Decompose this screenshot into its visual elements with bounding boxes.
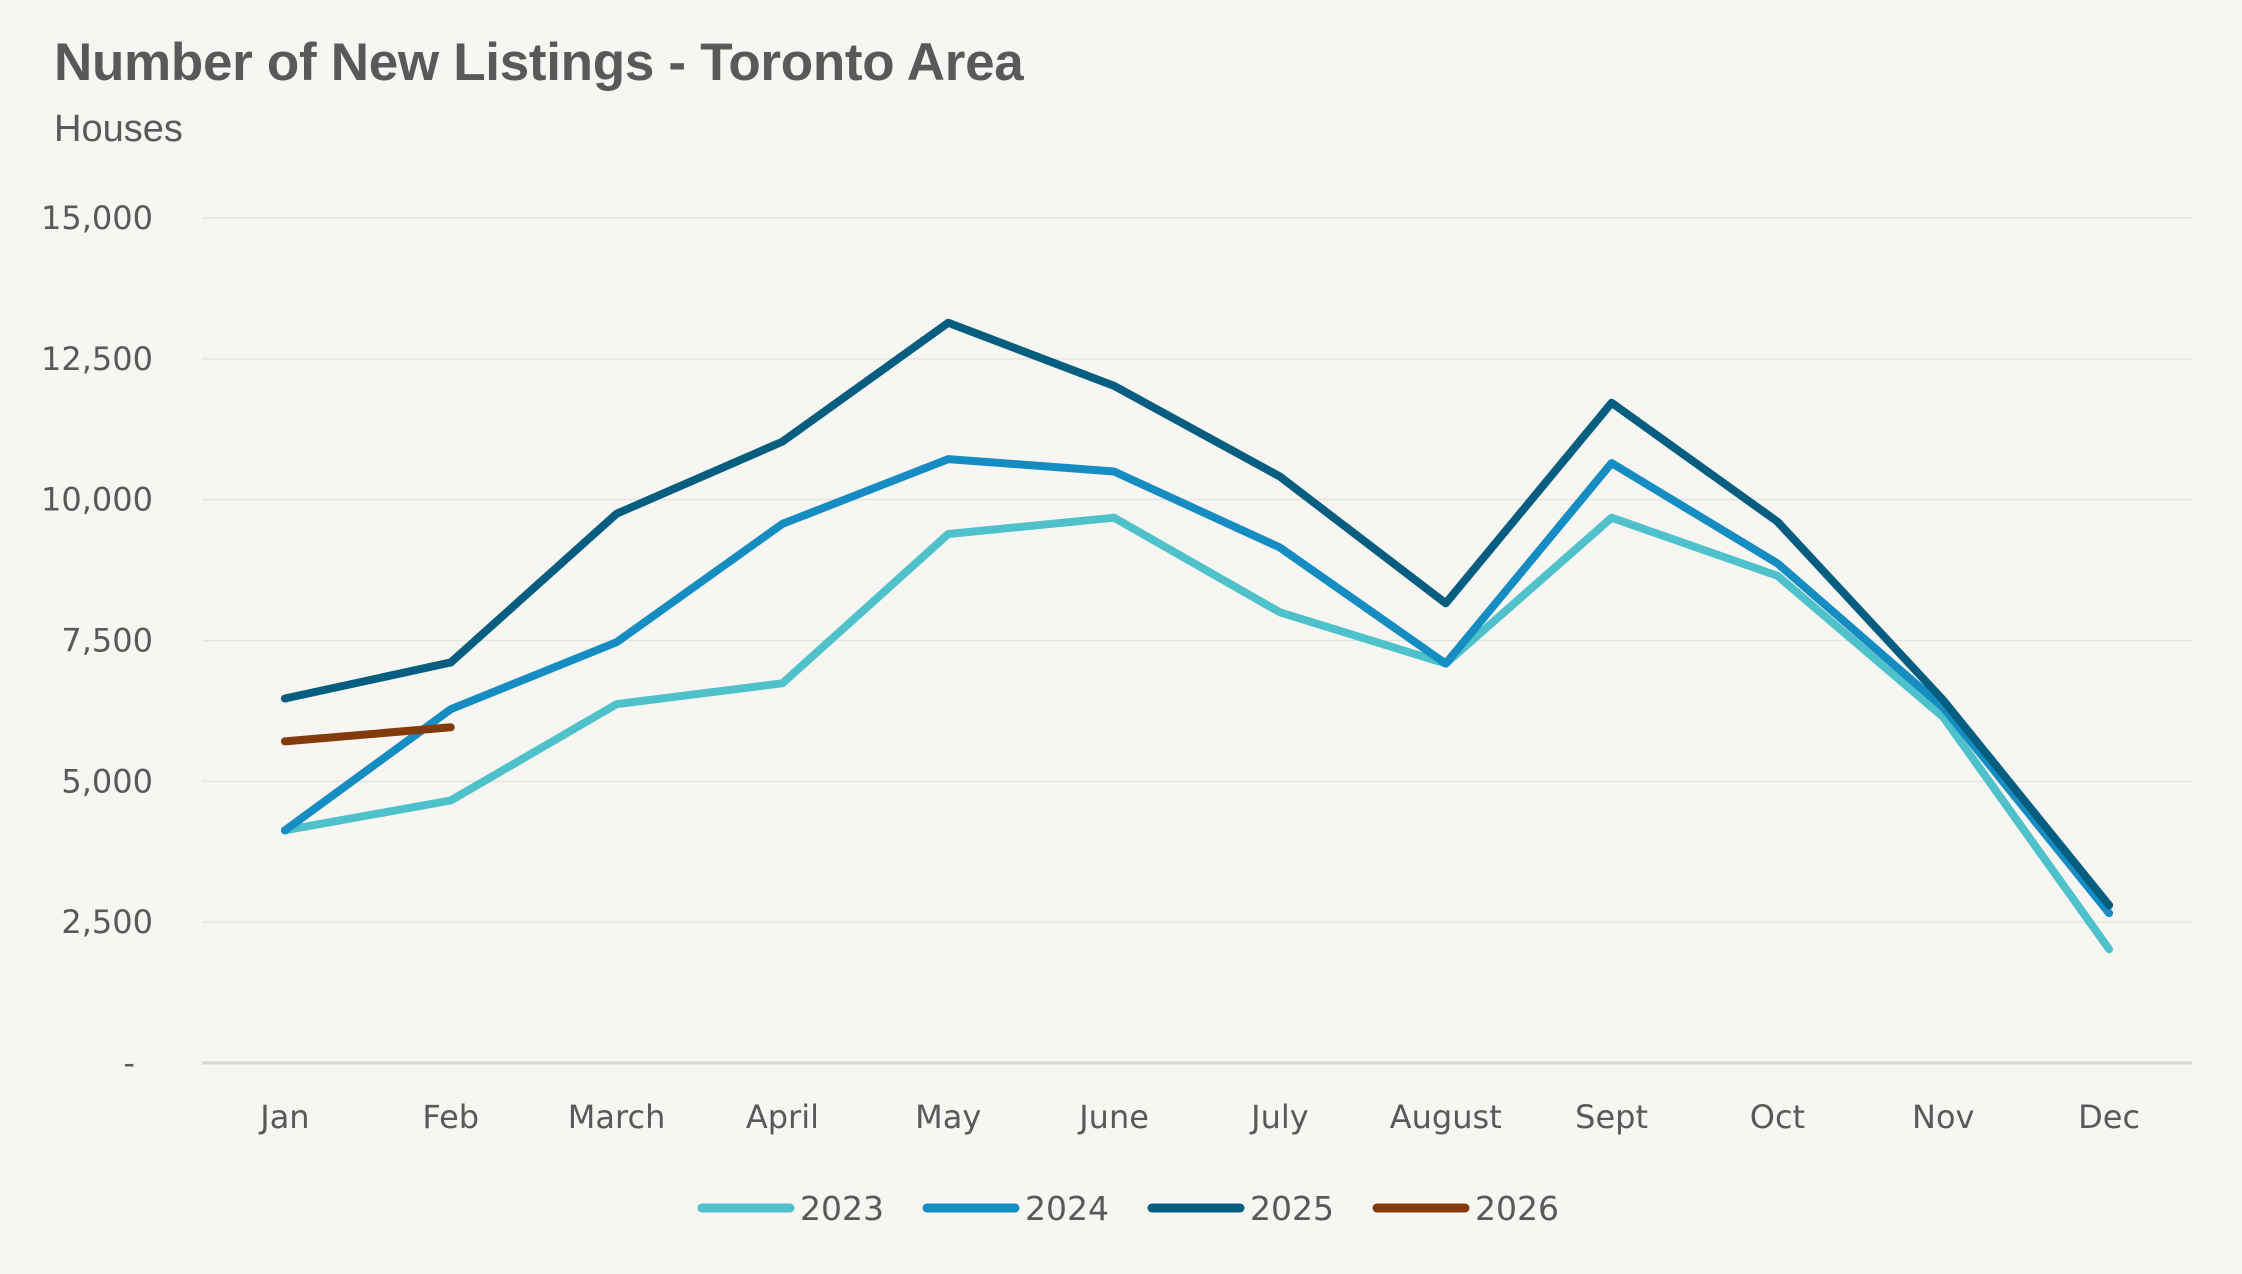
legend-item-2025: 2025: [1147, 1189, 1334, 1228]
y-tick-label: 7,500: [61, 622, 153, 660]
x-tick-label: May: [915, 1098, 981, 1136]
legend-item-2023: 2023: [697, 1189, 884, 1228]
x-tick-label: March: [568, 1098, 666, 1136]
y-tick-label: -: [123, 1044, 135, 1082]
x-axis-tick-labels: Jan Feb March April May June July August Sept Oct…: [258, 1098, 2140, 1136]
x-tick-label: June: [1077, 1098, 1149, 1136]
y-tick-label: 12,500: [41, 340, 153, 378]
y-axis-tick-labels: - 2,500 5,000 7,500 10,000 12,500 15,000: [41, 199, 153, 1082]
y-tick-label: 5,000: [61, 762, 153, 800]
series-line-2024: [280, 455, 2114, 918]
legend-item-2026: 2026: [1372, 1189, 1559, 1228]
legend: 2023 2024 2025 2026: [697, 1189, 1559, 1228]
x-tick-label: Sept: [1575, 1098, 1648, 1136]
chart-title: Number of New Listings - Toronto Area: [54, 33, 1024, 92]
x-tick-label: Dec: [2078, 1098, 2140, 1136]
x-tick-label: Oct: [1750, 1098, 1805, 1136]
legend-item-2024: 2024: [922, 1189, 1109, 1228]
x-tick-label: July: [1249, 1098, 1309, 1136]
legend-label: 2025: [1250, 1189, 1334, 1228]
y-tick-label: 2,500: [61, 903, 153, 941]
x-tick-label: August: [1390, 1098, 1502, 1136]
series-lines: [280, 318, 2114, 954]
series-line-2025: [280, 318, 2114, 910]
legend-label: 2023: [800, 1189, 884, 1228]
legend-label: 2024: [1025, 1189, 1109, 1228]
legend-label: 2026: [1475, 1189, 1559, 1228]
series-line-2023: [280, 513, 2114, 954]
y-tick-label: 15,000: [41, 199, 153, 237]
x-tick-label: April: [746, 1098, 819, 1136]
chart-subtitle: Houses: [54, 108, 183, 150]
x-tick-label: Nov: [1912, 1098, 1974, 1136]
x-tick-label: Jan: [258, 1098, 309, 1136]
y-tick-label: 10,000: [41, 481, 153, 519]
x-tick-label: Feb: [422, 1098, 479, 1136]
gridlines: [202, 217, 2192, 1065]
series-line-2026: [280, 723, 455, 746]
